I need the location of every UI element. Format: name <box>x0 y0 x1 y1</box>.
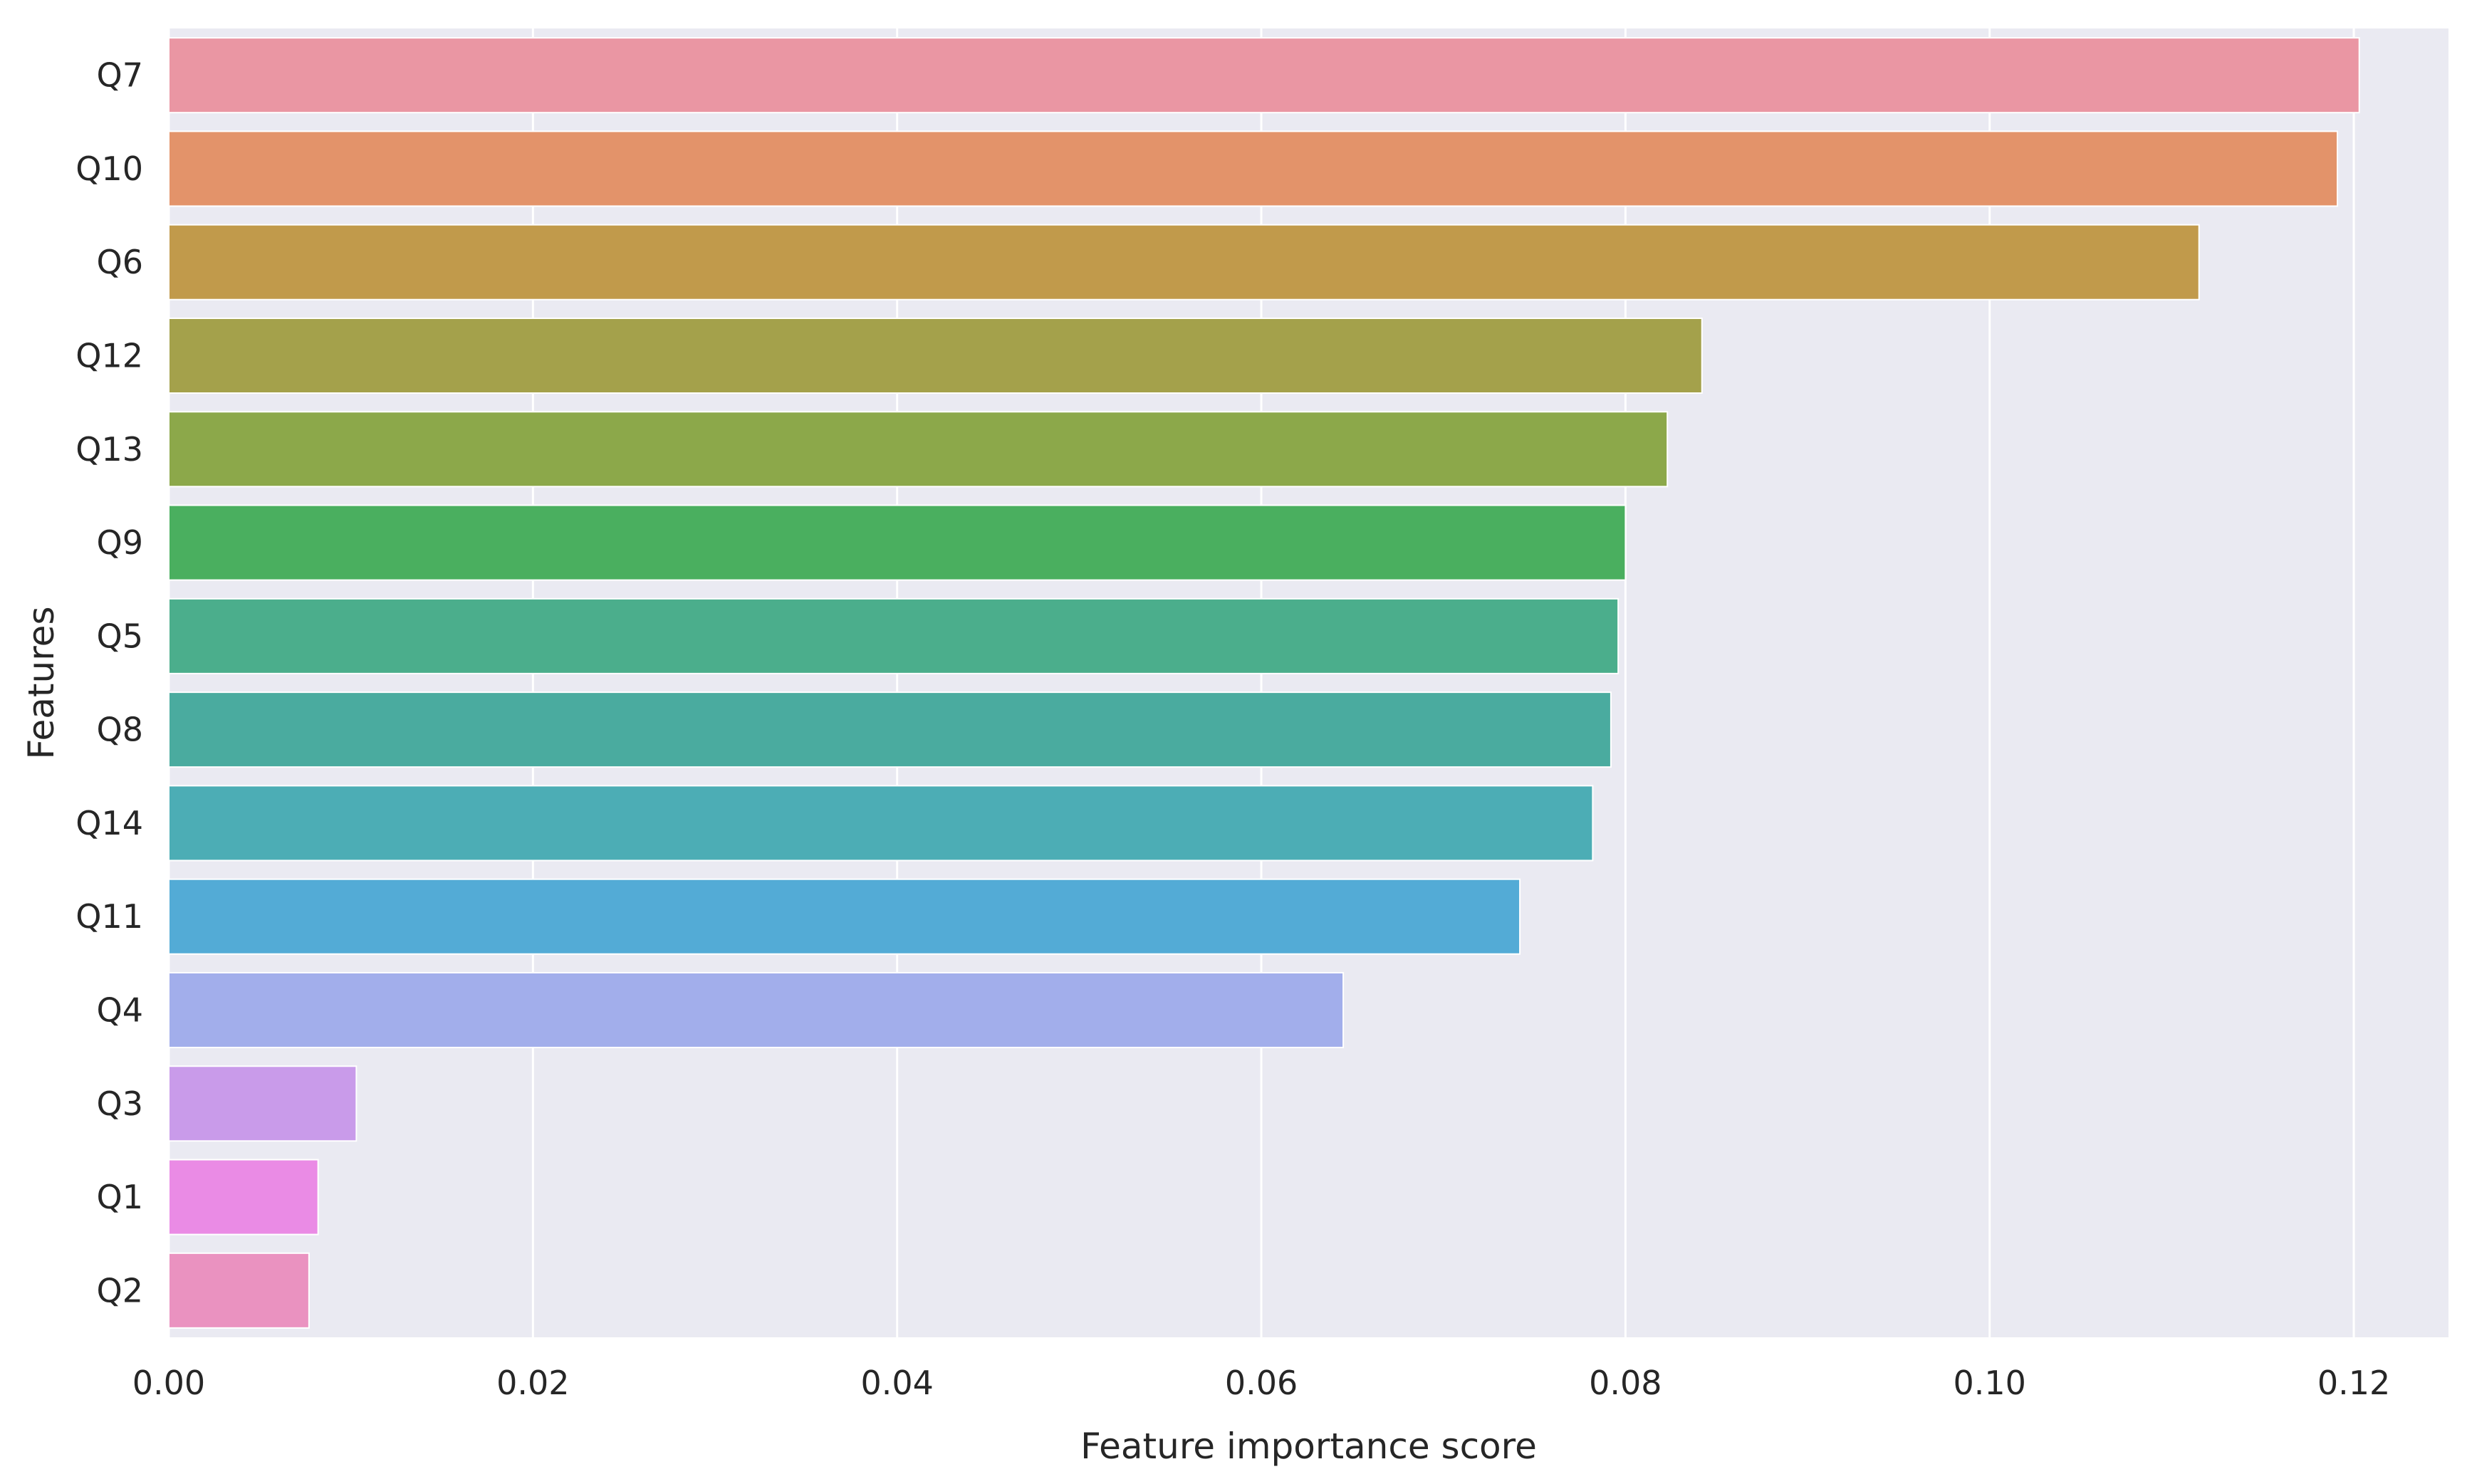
y-tick-label: Q1 <box>97 1178 143 1216</box>
x-tick-label: 0.04 <box>860 1364 933 1402</box>
y-tick-label: Q8 <box>97 711 143 749</box>
y-tick-label: Q6 <box>97 243 143 281</box>
bar-q4 <box>168 971 1345 1049</box>
y-tick-label: Q13 <box>75 430 143 469</box>
y-tick-label: Q10 <box>75 150 143 188</box>
bar-q3 <box>168 1065 358 1142</box>
bars <box>168 37 2360 1329</box>
y-tick-label: Q5 <box>97 617 143 655</box>
y-tick-label: Q14 <box>75 804 143 842</box>
bar-q14 <box>168 785 1594 862</box>
x-axis-label: Feature importance score <box>1080 1426 1537 1467</box>
x-tick-label: 0.02 <box>496 1364 569 1402</box>
bar-q13 <box>168 411 1669 488</box>
bar-q2 <box>168 1252 310 1329</box>
x-tick-label: 0.10 <box>1953 1364 2025 1402</box>
y-tick-label: Q3 <box>97 1085 143 1123</box>
x-tick-label: 0.08 <box>1589 1364 1662 1402</box>
bar-q11 <box>168 878 1521 955</box>
y-tick-label: Q9 <box>97 523 143 562</box>
bar-q9 <box>168 504 1627 581</box>
bar-q6 <box>168 224 2200 301</box>
x-tick-label: 0.12 <box>2317 1364 2390 1402</box>
y-tick-label: Q7 <box>97 56 143 95</box>
bar-q5 <box>168 597 1620 674</box>
bar-q7 <box>168 37 2360 114</box>
y-axis-label: Features <box>21 607 62 760</box>
y-tick-label: Q2 <box>97 1271 143 1310</box>
x-tick-labels: 0.00 0.02 0.04 0.06 0.08 0.10 0.12 <box>132 1364 2390 1402</box>
y-tick-labels: Q7 Q10 Q6 Q12 Q13 Q9 Q5 Q8 Q14 Q11 Q4 Q3 Q1 Q2 <box>75 56 143 1310</box>
x-tick-label: 0.06 <box>1225 1364 1298 1402</box>
y-tick-label: Q12 <box>75 337 143 375</box>
bar-q12 <box>168 317 1703 394</box>
y-tick-label: Q4 <box>97 991 143 1030</box>
bar-q10 <box>168 130 2339 207</box>
bar-q1 <box>168 1159 319 1235</box>
y-tick-label: Q11 <box>75 897 143 936</box>
x-tick-label: 0.00 <box>132 1364 205 1402</box>
bar-q8 <box>168 691 1612 768</box>
